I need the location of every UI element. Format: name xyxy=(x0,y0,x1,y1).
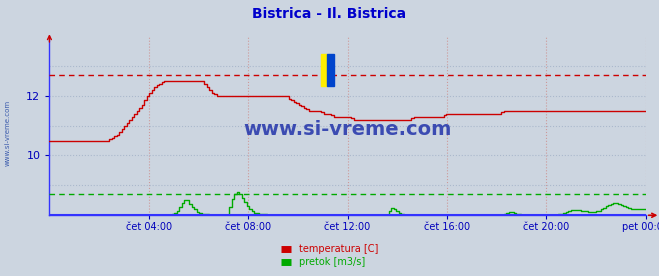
Text: Bistrica - Il. Bistrica: Bistrica - Il. Bistrica xyxy=(252,7,407,21)
Bar xyxy=(321,54,328,86)
Bar xyxy=(328,54,334,86)
Text: www.si-vreme.com: www.si-vreme.com xyxy=(5,99,11,166)
Text: www.si-vreme.com: www.si-vreme.com xyxy=(243,120,452,139)
Legend: temperatura [C], pretok [m3/s]: temperatura [C], pretok [m3/s] xyxy=(277,240,382,271)
